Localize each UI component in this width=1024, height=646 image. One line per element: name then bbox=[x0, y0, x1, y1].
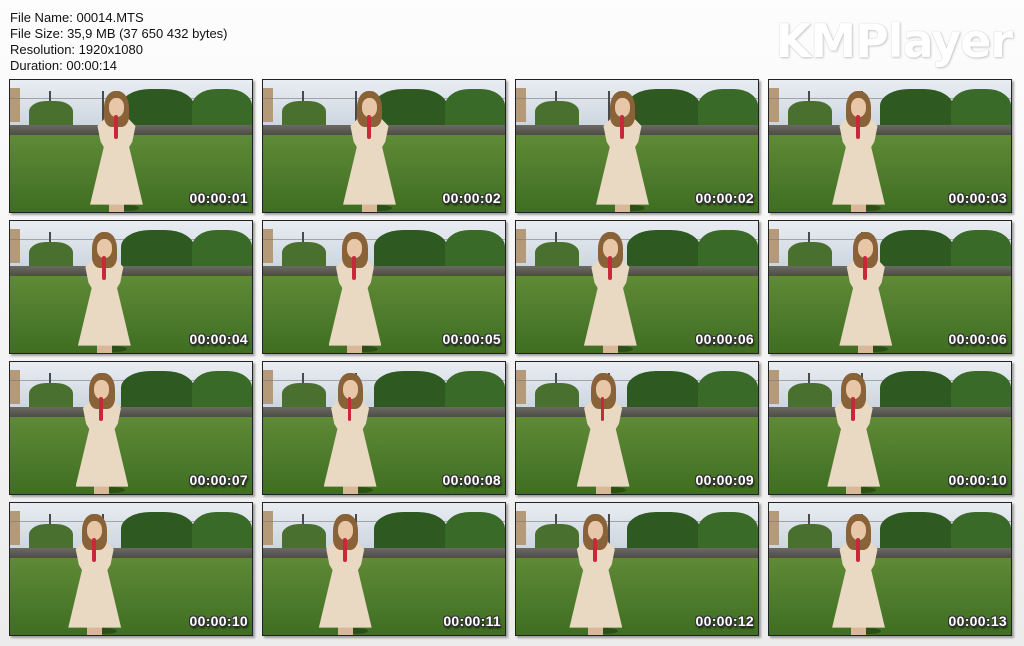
video-thumbnail[interactable]: 00:00:06 bbox=[768, 220, 1012, 354]
thumbnail-timestamp: 00:00:02 bbox=[695, 190, 754, 206]
thumbnail-timestamp: 00:00:13 bbox=[948, 613, 1007, 629]
thumbnail-frame bbox=[769, 362, 1011, 494]
thumbnail-frame bbox=[516, 80, 758, 212]
thumbnail-frame bbox=[769, 80, 1011, 212]
video-thumbnail[interactable]: 00:00:09 bbox=[515, 361, 759, 495]
thumbnail-timestamp: 00:00:01 bbox=[189, 190, 248, 206]
thumbnail-frame bbox=[516, 503, 758, 635]
video-thumbnail[interactable]: 00:00:02 bbox=[262, 79, 506, 213]
file-info: File Name: 00014.MTS File Size: 35,9 MB … bbox=[10, 10, 228, 74]
video-thumbnail[interactable]: 00:00:03 bbox=[768, 79, 1012, 213]
video-thumbnail[interactable]: 00:00:01 bbox=[9, 79, 253, 213]
thumbnail-frame bbox=[769, 221, 1011, 353]
thumbnail-frame bbox=[263, 80, 505, 212]
video-thumbnail[interactable]: 00:00:13 bbox=[768, 502, 1012, 636]
thumbnail-timestamp: 00:00:05 bbox=[442, 331, 501, 347]
thumbnail-timestamp: 00:00:06 bbox=[948, 331, 1007, 347]
video-thumbnail[interactable]: 00:00:04 bbox=[9, 220, 253, 354]
thumbnail-frame bbox=[10, 503, 252, 635]
thumbnail-timestamp: 00:00:12 bbox=[695, 613, 754, 629]
thumbnail-grid: 00:00:01 00:00:02 bbox=[9, 79, 1012, 636]
thumbnail-frame bbox=[769, 503, 1011, 635]
video-thumbnail[interactable]: 00:00:10 bbox=[768, 361, 1012, 495]
thumbnail-timestamp: 00:00:02 bbox=[442, 190, 501, 206]
thumbnail-frame bbox=[10, 362, 252, 494]
thumbnail-frame bbox=[516, 362, 758, 494]
video-thumbnail[interactable]: 00:00:11 bbox=[262, 502, 506, 636]
thumbnail-frame bbox=[10, 80, 252, 212]
thumbnail-timestamp: 00:00:04 bbox=[189, 331, 248, 347]
resolution: Resolution: 1920x1080 bbox=[10, 42, 143, 57]
file-size: File Size: 35,9 MB (37 650 432 bytes) bbox=[10, 26, 228, 41]
thumbnail-frame bbox=[516, 221, 758, 353]
file-name: File Name: 00014.MTS bbox=[10, 10, 144, 25]
thumbnail-timestamp: 00:00:08 bbox=[442, 472, 501, 488]
thumbnail-frame bbox=[263, 362, 505, 494]
video-thumbnail[interactable]: 00:00:10 bbox=[9, 502, 253, 636]
thumbnail-timestamp: 00:00:11 bbox=[443, 613, 501, 629]
duration: Duration: 00:00:14 bbox=[10, 58, 117, 73]
thumbnail-timestamp: 00:00:10 bbox=[948, 472, 1007, 488]
video-thumbnail[interactable]: 00:00:05 bbox=[262, 220, 506, 354]
thumbnail-frame bbox=[10, 221, 252, 353]
thumbnail-timestamp: 00:00:06 bbox=[695, 331, 754, 347]
video-thumbnail[interactable]: 00:00:07 bbox=[9, 361, 253, 495]
thumbnail-frame bbox=[263, 503, 505, 635]
kmplayer-logo: KMPlayer bbox=[775, 14, 1013, 68]
thumbnail-timestamp: 00:00:09 bbox=[695, 472, 754, 488]
thumbnail-frame bbox=[263, 221, 505, 353]
video-thumbnail[interactable]: 00:00:08 bbox=[262, 361, 506, 495]
thumbnail-timestamp: 00:00:10 bbox=[189, 613, 248, 629]
video-thumbnail[interactable]: 00:00:12 bbox=[515, 502, 759, 636]
thumbnail-timestamp: 00:00:07 bbox=[189, 472, 248, 488]
thumbnail-timestamp: 00:00:03 bbox=[948, 190, 1007, 206]
video-thumbnail[interactable]: 00:00:02 bbox=[515, 79, 759, 213]
video-thumbnail[interactable]: 00:00:06 bbox=[515, 220, 759, 354]
